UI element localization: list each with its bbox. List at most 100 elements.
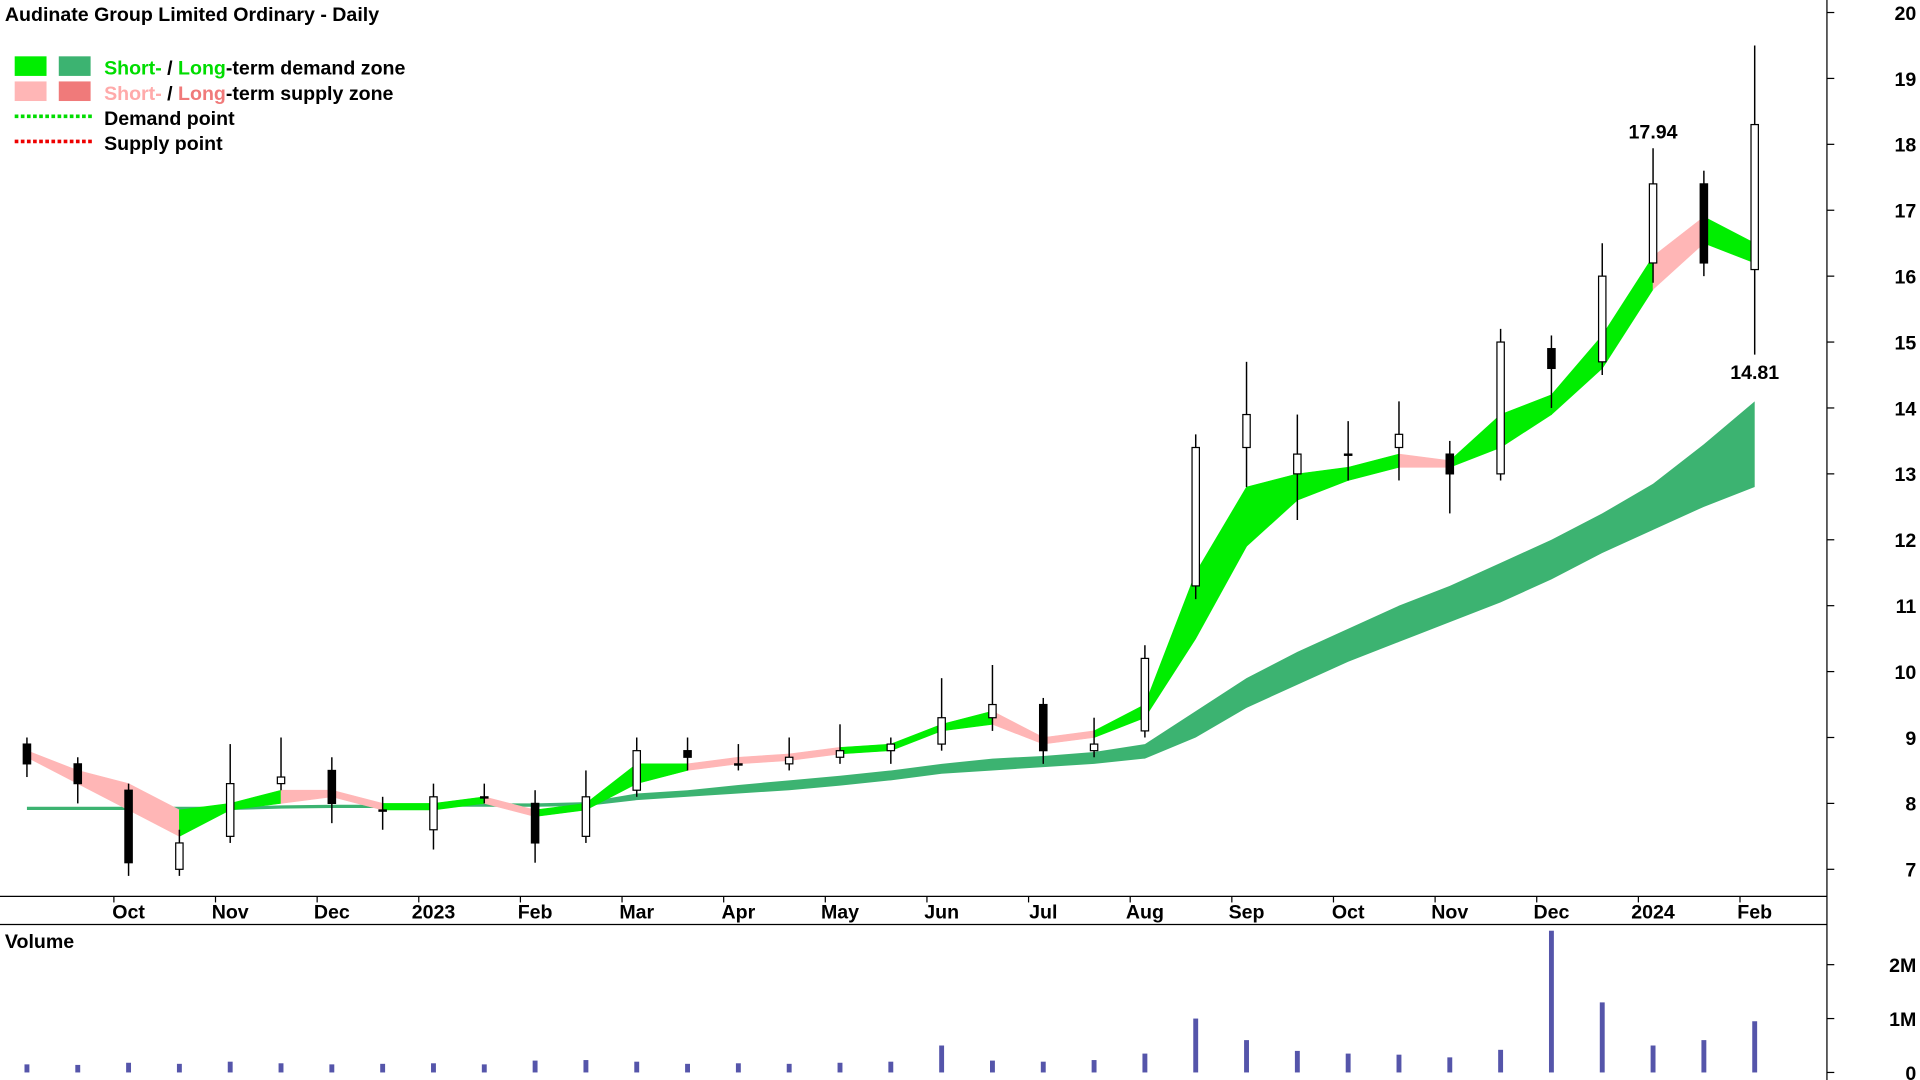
volume-bar [735, 1063, 741, 1073]
x-tick-label: Nov [212, 901, 249, 923]
legend-swatch [14, 56, 47, 76]
legend-label: Supply point [104, 133, 223, 155]
candle-body [124, 789, 133, 864]
candle-body [937, 717, 946, 745]
volume-bar [1498, 1049, 1504, 1073]
volume-bar [1142, 1053, 1148, 1073]
legend-label: Short- / Long-term demand zone [104, 58, 405, 80]
legend-text: / [162, 58, 178, 80]
volume-bar [990, 1060, 995, 1073]
volume-bar [176, 1063, 182, 1073]
candle-body [1547, 348, 1556, 370]
candle-body [73, 763, 83, 785]
volume-bar [126, 1062, 132, 1073]
candle-body [225, 783, 235, 837]
candle-body [378, 809, 387, 812]
short-term-zone [382, 803, 434, 811]
legend-swatch [14, 81, 47, 102]
chart-title: Audinate Group Limited Ordinary - Daily [5, 4, 379, 26]
candle-body [1140, 657, 1150, 732]
x-tick-label: 2024 [1631, 901, 1675, 923]
annotation: 14.81 [1730, 362, 1779, 384]
candle-body [1394, 433, 1404, 449]
candle-body [886, 743, 896, 752]
candle-body [988, 703, 997, 719]
candle-body [429, 796, 438, 831]
volume-bar [1447, 1057, 1453, 1073]
long-term-zone [26, 401, 1755, 810]
y-tick-label: 8 [1905, 794, 1916, 816]
candle-body [327, 769, 337, 805]
x-tick-label: Apr [722, 901, 756, 923]
volume-bar [532, 1060, 538, 1073]
volume-bar [1091, 1060, 1097, 1073]
volume-bar [1752, 1021, 1758, 1073]
legend-text: Short- [104, 58, 162, 80]
volume-bar [1345, 1053, 1351, 1073]
x-tick-label: Feb [518, 901, 553, 923]
volume-bar [227, 1061, 233, 1073]
candle-body [784, 756, 794, 765]
x-tick-label: Sep [1229, 901, 1265, 923]
candle-body [1750, 123, 1759, 271]
legend-text: Long [178, 58, 226, 80]
annotation: 17.94 [1629, 121, 1678, 143]
candle-body [1445, 453, 1455, 475]
x-tick-label: Feb [1737, 901, 1772, 923]
volume-bar [1244, 1040, 1249, 1073]
volume-bar [1040, 1061, 1046, 1073]
candle-body [632, 750, 642, 791]
candle-body [1089, 743, 1099, 752]
candle-body [581, 796, 591, 837]
x-tick-label: Aug [1126, 901, 1164, 923]
x-tick-label: Dec [314, 901, 350, 923]
candle-body [22, 743, 32, 765]
candle-body [530, 802, 540, 844]
x-tick-label: Dec [1533, 901, 1569, 923]
y-tick-label: 7 [1905, 860, 1916, 882]
y-tick-label: 16 [1895, 266, 1917, 288]
volume-bar [634, 1061, 640, 1073]
legend-swatch [58, 81, 91, 102]
y-tick-label: 9 [1905, 728, 1916, 750]
legend-label: Demand point [104, 108, 235, 130]
legend-text: -term supply zone [226, 83, 394, 105]
volume-bar [24, 1064, 30, 1073]
y-tick-label: 14 [1895, 398, 1917, 420]
legend-text: / [162, 83, 178, 105]
x-tick-label: Jul [1029, 901, 1057, 923]
y-tick-label: 0 [1905, 1063, 1916, 1080]
y-tick-label: 13 [1895, 464, 1917, 486]
candle-body [1343, 453, 1353, 456]
x-tick-label: Jun [924, 901, 959, 923]
y-tick-label: 18 [1895, 135, 1917, 157]
x-tick-label: Oct [1332, 901, 1365, 923]
x-tick-label: Mar [619, 901, 654, 923]
candle-body [1699, 183, 1709, 264]
volume-bar [278, 1063, 284, 1073]
y-tick-label: 15 [1895, 332, 1917, 354]
volume-bar [837, 1062, 843, 1073]
candle-body [1242, 413, 1251, 449]
volume-bar [939, 1045, 945, 1073]
candle-body [276, 776, 286, 785]
volume-bar [75, 1064, 81, 1073]
y-tick-label: 1M [1889, 1009, 1916, 1031]
legend-text: -term demand zone [226, 58, 406, 80]
volume-bar [380, 1063, 386, 1073]
y-tick-label: 12 [1895, 530, 1917, 552]
x-tick-label: May [821, 901, 859, 923]
candle-body [1038, 703, 1048, 752]
x-tick-label: 2023 [412, 901, 456, 923]
volume-bar [481, 1064, 487, 1073]
y-tick-label: 19 [1895, 69, 1917, 91]
volume-bar [1701, 1040, 1707, 1073]
volume-bar [786, 1063, 792, 1073]
legend-text: Short- [104, 83, 162, 105]
candle-body [1191, 446, 1200, 587]
y-tick-label: 11 [1896, 596, 1917, 618]
volume-bar [1294, 1050, 1300, 1073]
legend-label: Short- / Long-term supply zone [104, 83, 393, 105]
